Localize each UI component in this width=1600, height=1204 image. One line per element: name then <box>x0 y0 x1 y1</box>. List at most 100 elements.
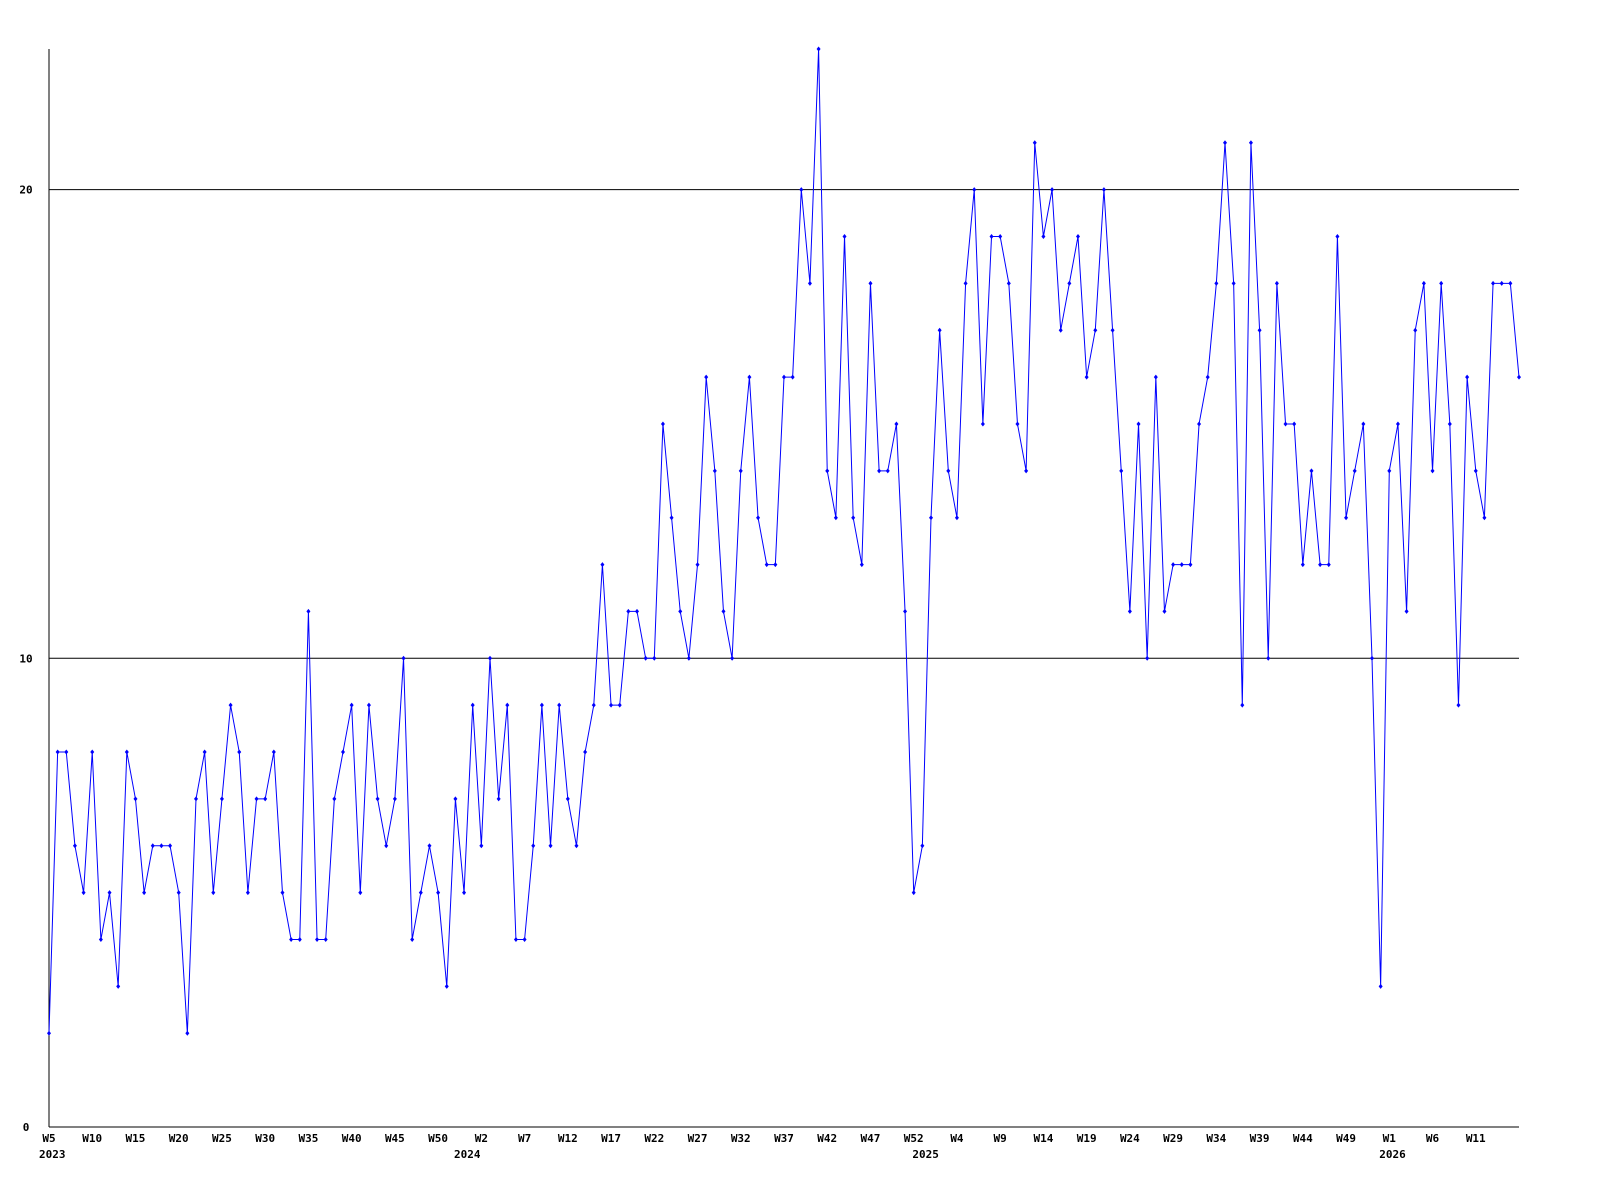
data-point <box>937 327 942 333</box>
data-point <box>47 1030 51 1036</box>
data-point <box>1058 327 1063 333</box>
y-tick-label: 20 <box>19 184 32 197</box>
x-year-label: 2026 <box>1379 1148 1406 1161</box>
x-tick-label: W37 <box>774 1132 794 1145</box>
data-point <box>444 983 449 989</box>
data-point <box>686 655 691 661</box>
data-point <box>609 702 614 708</box>
data-point <box>219 796 224 802</box>
data-point <box>695 562 700 568</box>
x-tick-label: W14 <box>1033 1132 1053 1145</box>
data-point <box>1153 374 1158 380</box>
data-point <box>963 280 968 286</box>
data-point <box>124 749 129 755</box>
data-point <box>81 890 86 896</box>
data-point <box>946 468 951 474</box>
data-point <box>1456 702 1461 708</box>
data-point <box>1041 233 1046 239</box>
data-point <box>1015 421 1020 427</box>
data-point <box>150 843 155 849</box>
data-point <box>1145 655 1150 661</box>
data-point <box>1032 140 1037 146</box>
data-point <box>315 937 320 943</box>
data-point <box>254 796 259 802</box>
data-point <box>980 421 985 427</box>
data-point <box>1292 421 1297 427</box>
data-point <box>643 655 648 661</box>
data-point <box>55 749 60 755</box>
data-point <box>462 890 467 896</box>
data-point <box>237 749 242 755</box>
data-point <box>505 702 510 708</box>
data-point <box>1214 280 1219 286</box>
x-tick-label: W6 <box>1426 1132 1440 1145</box>
data-point <box>349 702 354 708</box>
data-point <box>652 655 657 661</box>
data-line <box>48 48 1520 1034</box>
data-point <box>228 702 233 708</box>
data-point <box>1223 140 1227 146</box>
data-point <box>539 702 544 708</box>
data-point <box>583 749 588 755</box>
data-point <box>185 1030 190 1036</box>
data-point <box>392 796 397 802</box>
x-tick-label: W7 <box>518 1132 531 1145</box>
data-point <box>522 937 527 943</box>
x-tick-label: W15 <box>126 1132 146 1145</box>
x-tick-label: W47 <box>861 1132 881 1145</box>
data-point <box>1482 515 1487 521</box>
x-tick-label: W1 <box>1383 1132 1397 1145</box>
data-point <box>617 702 622 708</box>
data-point <box>548 843 553 849</box>
data-point <box>1127 608 1132 614</box>
data-point <box>1473 468 1478 474</box>
data-point <box>323 937 328 943</box>
x-tick-label: W44 <box>1293 1132 1313 1145</box>
data-point <box>133 796 138 802</box>
data-point <box>1171 562 1176 568</box>
data-point <box>1006 280 1011 286</box>
data-point <box>989 233 994 239</box>
x-tick-label: W2 <box>475 1132 488 1145</box>
data-point <box>1162 608 1167 614</box>
data-point <box>271 749 276 755</box>
x-tick-label: W17 <box>601 1132 621 1145</box>
data-point <box>176 890 181 896</box>
data-point <box>730 655 735 661</box>
data-point <box>1447 421 1452 427</box>
data-point <box>194 796 198 802</box>
data-point <box>756 515 761 521</box>
data-point <box>1179 562 1184 568</box>
data-point <box>1084 374 1089 380</box>
data-point <box>202 749 207 755</box>
x-tick-label: W30 <box>255 1132 275 1145</box>
data-point <box>1283 421 1288 427</box>
data-point <box>1076 233 1080 239</box>
data-point <box>1318 562 1323 568</box>
data-point <box>626 608 631 614</box>
data-point <box>877 468 882 474</box>
data-point <box>280 890 285 896</box>
data-point <box>245 890 250 896</box>
x-tick-label: W11 <box>1466 1132 1486 1145</box>
data-point <box>747 374 752 380</box>
data-point <box>1508 280 1513 286</box>
data-point <box>332 796 337 802</box>
data-point <box>1274 280 1279 286</box>
data-point <box>263 796 268 802</box>
data-point <box>211 890 216 896</box>
data-point <box>418 890 423 896</box>
data-point <box>825 468 830 474</box>
data-point <box>107 890 112 896</box>
data-point <box>565 796 570 802</box>
data-point <box>1188 562 1193 568</box>
data-point <box>90 749 95 755</box>
y-tick-label: 0 <box>23 1121 30 1134</box>
data-point <box>436 890 441 896</box>
data-point <box>704 374 709 380</box>
data-point <box>600 562 605 568</box>
data-point <box>1136 421 1141 427</box>
data-point <box>929 515 933 521</box>
data-point <box>375 796 380 802</box>
data-point <box>496 796 501 802</box>
